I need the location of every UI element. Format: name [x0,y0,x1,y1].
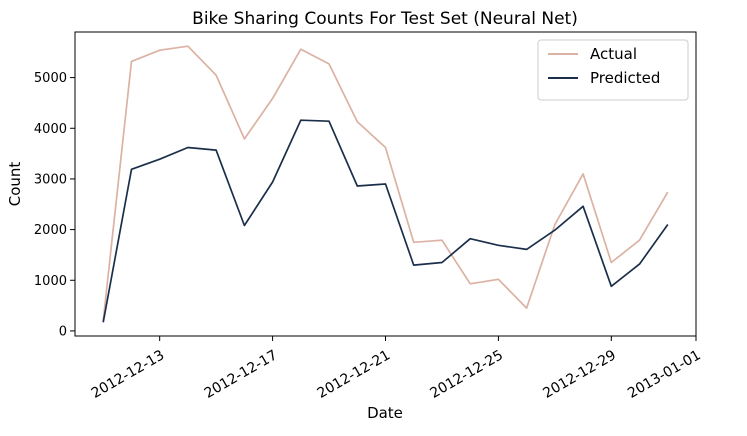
legend: Actual Predicted [537,39,689,101]
legend-label-predicted: Predicted [590,69,660,87]
series-line-predicted [102,119,669,323]
y-tick-label: 2000 [34,223,67,238]
x-tick-label: 2013-01-01 [625,347,703,402]
series-line-actual [102,45,669,321]
x-tick-label: 2012-12-17 [202,347,280,402]
plot-area [102,45,669,323]
x-tick-label: 2012-12-21 [315,347,393,402]
y-tick-label: 1000 [34,274,67,289]
x-tick-label: 2012-12-13 [89,347,167,402]
y-tick-label: 0 [59,324,67,339]
x-axis-label: Date [367,404,403,422]
x-tick-label: 2012-12-29 [540,347,618,402]
y-tick-label: 4000 [34,122,67,137]
x-axis: 2012-12-13 2012-12-17 2012-12-21 2012-12-25… [89,336,704,402]
legend-label-actual: Actual [590,45,637,63]
x-tick-label: 2012-12-25 [428,347,506,402]
y-tick-label: 5000 [34,71,67,86]
y-axis-label: Count [6,162,24,207]
chart-title: Bike Sharing Counts For Test Set (Neural… [192,9,578,29]
y-axis: 0 1000 2000 3000 4000 5000 [34,71,75,339]
y-tick-label: 3000 [34,172,67,187]
